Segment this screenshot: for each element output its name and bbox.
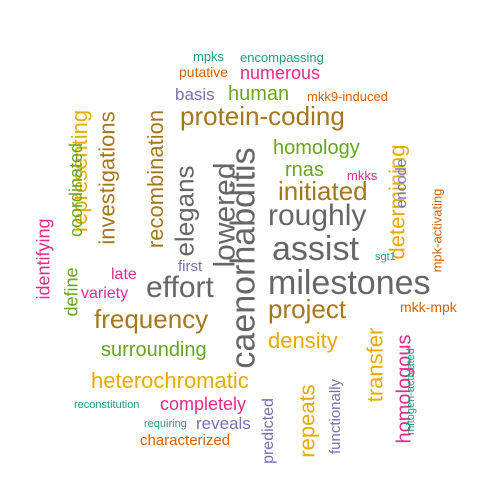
word-lowered: lowered xyxy=(208,162,242,268)
word-late: late xyxy=(111,266,137,283)
word-rnas: rnas xyxy=(285,159,324,181)
word-completely: completely xyxy=(160,394,247,414)
word-mpks: mpks xyxy=(193,49,225,64)
word-characterized: characterized xyxy=(140,432,231,449)
word-human: human xyxy=(228,83,290,105)
word-protein-coding: protein-coding xyxy=(180,101,345,131)
word-density: density xyxy=(268,328,338,353)
word-recombination: recombination xyxy=(143,109,169,249)
word-requiring: requiring xyxy=(144,418,187,430)
word-mkk9-induced: mkk9-induced xyxy=(307,89,388,104)
word-mitogen-activated: mitogen-activated xyxy=(404,348,417,435)
word-variety: variety xyxy=(81,285,129,302)
word-functionally: functionally xyxy=(327,378,345,455)
word-heterochromatic: heterochromatic xyxy=(91,368,249,393)
word-encompassing: encompassing xyxy=(240,50,324,65)
word-coordinated: coordinated xyxy=(66,142,87,238)
word-reconstitution: reconstitution xyxy=(74,399,140,411)
word-investigations: investigations xyxy=(94,111,120,245)
word-elegans: elegans xyxy=(169,165,200,257)
word-encode: encode xyxy=(393,158,411,209)
word-sgt1: sgt1 xyxy=(375,251,396,263)
word-roughly: roughly xyxy=(268,199,367,232)
word-mkks: mkks xyxy=(347,168,378,183)
word-milestones: milestones xyxy=(268,264,431,302)
word-putative: putative xyxy=(179,64,229,80)
word-effort: effort xyxy=(146,271,214,304)
word-repeats: repeats xyxy=(294,384,320,458)
word-mkk-mpk: mkk-mpk xyxy=(400,299,457,315)
word-numerous: numerous xyxy=(240,63,321,83)
word-define: define xyxy=(61,267,82,317)
word-assist: assist xyxy=(272,230,359,268)
word-surrounding: surrounding xyxy=(101,339,207,361)
word-predicted: predicted xyxy=(259,398,277,464)
word-frequency: frequency xyxy=(94,304,209,334)
word-identifying: identifying xyxy=(33,218,54,300)
word-first: first xyxy=(178,258,203,275)
word-project: project xyxy=(268,294,347,324)
word-reveals: reveals xyxy=(196,414,251,433)
word-transfer: transfer xyxy=(362,327,388,403)
word-initiated: initiated xyxy=(278,176,368,206)
word-mpk-activating: mpk-activating xyxy=(429,188,445,273)
word-homology: homology xyxy=(273,137,360,159)
word-basis: basis xyxy=(175,85,215,104)
